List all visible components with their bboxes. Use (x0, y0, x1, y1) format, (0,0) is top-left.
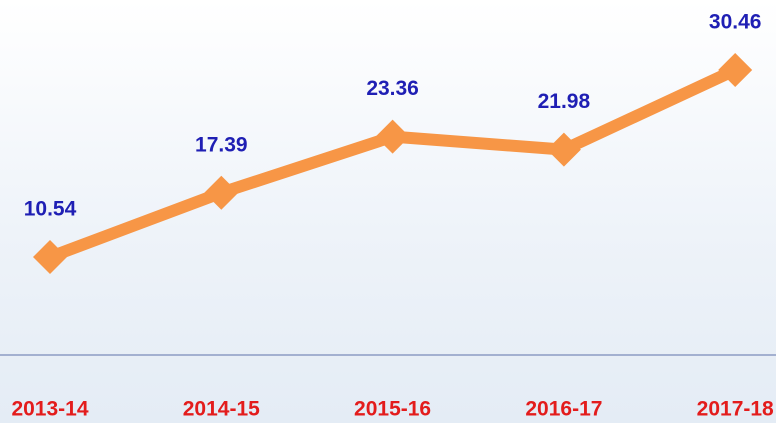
marker (375, 119, 410, 154)
x-tick-label: 2017-18 (697, 398, 774, 421)
marker (718, 53, 753, 87)
x-tick-label: 2014-15 (183, 398, 260, 421)
data-label: 21.98 (538, 90, 591, 113)
data-label: 30.46 (709, 11, 762, 34)
marker (33, 240, 67, 275)
x-tick-label: 2015-16 (354, 398, 431, 421)
data-label: 23.36 (366, 77, 419, 100)
x-tick-label: 2013-14 (11, 398, 88, 421)
marker (204, 175, 239, 210)
marker (546, 132, 581, 167)
data-label: 10.54 (24, 198, 77, 221)
x-tick-label: 2016-17 (525, 398, 602, 421)
data-label: 17.39 (195, 133, 248, 156)
